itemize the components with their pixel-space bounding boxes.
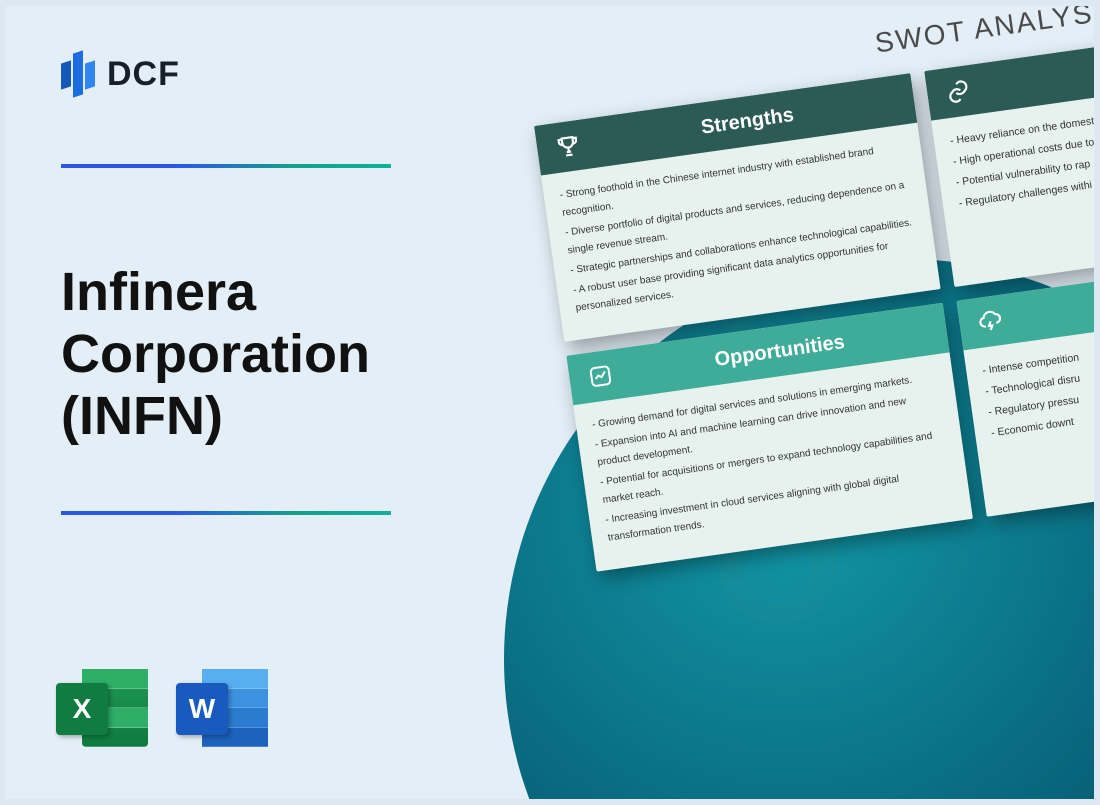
company-title: Infinera Corporation (INFN): [61, 261, 481, 447]
logo-text: DCF: [107, 55, 180, 94]
file-icons-row: X W: [56, 665, 268, 751]
link-icon: [941, 75, 975, 109]
word-letter: W: [176, 683, 228, 735]
trophy-icon: [551, 130, 585, 164]
page-inner: DCF Infinera Corporation (INFN) X W S O …: [6, 6, 1094, 799]
swot-grid: Strengths - Strong foothold in the Chine…: [534, 40, 1094, 572]
logo: DCF: [61, 48, 180, 100]
logo-bars-icon: [61, 48, 97, 100]
swot-card-strengths: Strengths - Strong foothold in the Chine…: [534, 73, 941, 342]
page-frame: DCF Infinera Corporation (INFN) X W S O …: [0, 0, 1100, 805]
divider-top: [61, 164, 391, 168]
cloud-bolt-icon: [974, 304, 1008, 338]
swot-card-weaknesses: - Heavy reliance on the domestic - High …: [924, 41, 1094, 287]
swot-card-threats: - Intense competition - Technological di…: [956, 270, 1094, 516]
divider-bottom: [61, 511, 391, 515]
swot-container: SWOT ANALYSIS Strengths - Strong foothol…: [534, 40, 1094, 572]
word-icon[interactable]: W: [176, 665, 268, 751]
excel-icon[interactable]: X: [56, 665, 148, 751]
excel-letter: X: [56, 683, 108, 735]
chart-icon: [584, 359, 618, 393]
